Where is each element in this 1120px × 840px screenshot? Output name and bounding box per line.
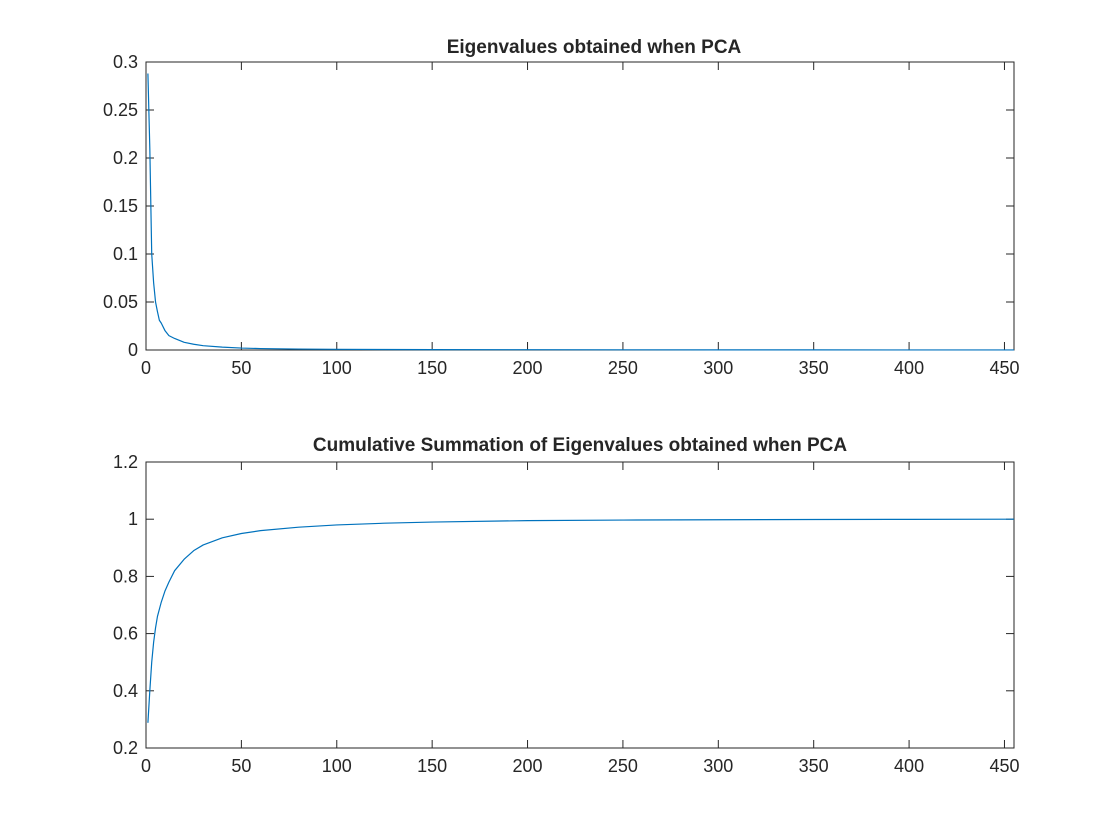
eigenvalues-x-tick-label: 350: [799, 358, 829, 378]
eigenvalues-y-tick-label: 0.25: [103, 100, 138, 120]
cumulative-x-tick-label: 150: [417, 756, 447, 776]
cumulative-plot-title: Cumulative Summation of Eigenvalues obta…: [313, 435, 847, 456]
cumulative-series-line: [147, 518, 1015, 723]
eigenvalues-y-tick-label: 0.2: [113, 148, 138, 168]
eigenvalues-series-line: [147, 73, 1015, 351]
eigenvalues-y-tick-label: 0.3: [113, 52, 138, 72]
cumulative-x-tick-label: 350: [799, 756, 829, 776]
cumulative-x-tick-label: 100: [322, 756, 352, 776]
eigenvalues-plot: Eigenvalues obtained when PCA 0 50 100 150 2…: [103, 37, 1020, 378]
eigenvalues-x-tick-label: 300: [703, 358, 733, 378]
eigenvalues-x-tick-label: 250: [608, 358, 638, 378]
cumulative-x-tick-label: 300: [703, 756, 733, 776]
cumulative-eigenvalues-plot: Cumulative Summation of Eigenvalues obta…: [113, 435, 1020, 776]
cumulative-y-tick-label: 1: [128, 509, 138, 529]
eigenvalues-x-tick-label: 200: [513, 358, 543, 378]
eigenvalues-y-tick-label: 0.05: [103, 292, 138, 312]
cumulative-x-tick-label: 400: [894, 756, 924, 776]
eigenvalues-y-tick-label: 0.1: [113, 244, 138, 264]
cumulative-y-tick-label: 1.2: [113, 452, 138, 472]
cumulative-axes-box: [145, 461, 1015, 749]
eigenvalues-y-tick-label: 0.15: [103, 196, 138, 216]
cumulative-x-tick-label: 50: [231, 756, 251, 776]
cumulative-x-tick-label: 0: [141, 756, 151, 776]
cumulative-x-tick-label: 200: [513, 756, 543, 776]
eigenvalues-x-tick-label: 0: [141, 358, 151, 378]
eigenvalues-x-tick-label: 450: [989, 358, 1019, 378]
cumulative-y-tick-label: 0.8: [113, 566, 138, 586]
cumulative-y-tick-label: 0.2: [113, 738, 138, 758]
cumulative-y-tick-label: 0.6: [113, 624, 138, 644]
eigenvalues-x-tick-label: 400: [894, 358, 924, 378]
eigenvalues-x-tick-label: 150: [417, 358, 447, 378]
eigenvalues-x-tick-label: 100: [322, 358, 352, 378]
eigenvalues-x-tick-label: 50: [231, 358, 251, 378]
eigenvalues-y-tick-label: 0: [128, 340, 138, 360]
cumulative-x-tick-label: 250: [608, 756, 638, 776]
cumulative-y-tick-label: 0.4: [113, 681, 138, 701]
cumulative-x-tick-label: 450: [989, 756, 1019, 776]
eigenvalues-axes-box: [145, 61, 1015, 351]
eigenvalues-plot-title: Eigenvalues obtained when PCA: [447, 37, 742, 58]
